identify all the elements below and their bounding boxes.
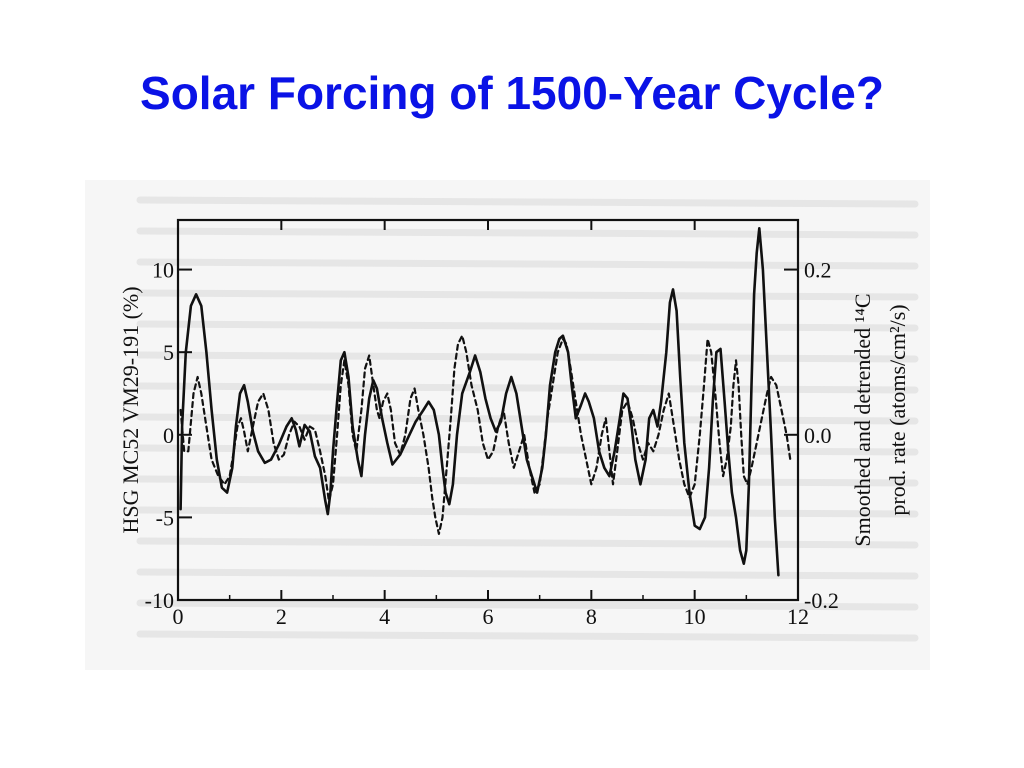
scan-line [136,351,919,363]
scan-bleedthrough-lines [136,196,919,642]
scan-line [136,475,919,487]
right-y-tick-label: 0.0 [804,423,832,448]
scanned-page-background [85,180,930,670]
scan-line [136,258,919,270]
scan-line [136,196,919,208]
slide-title: Solar Forcing of 1500-Year Cycle? [140,67,884,119]
scan-line [136,320,919,332]
x-tick-label: 4 [379,604,390,629]
x-tick-label: 12 [787,604,809,629]
scan-line [136,506,919,518]
scan-line [136,444,919,456]
right-y-axis-label-line2: prod. rate (atoms/cm²/s) [885,304,910,515]
scan-line [136,382,919,394]
x-tick-label: 8 [586,604,597,629]
right-y-axis: 0.2 0.0 -0.2 [784,258,839,613]
x-tick-label: 0 [173,604,184,629]
y-tick-label: 10 [152,258,174,283]
right-y-tick-label: 0.2 [804,258,832,283]
right-y-axis-label-line1: Smoothed and detrended ¹⁴C [850,293,875,546]
series-line-dashed [179,334,792,535]
scan-line [136,227,919,239]
x-axis: 0 2 4 6 8 10 12 [173,220,809,629]
x-tick-label: 6 [483,604,494,629]
x-tick-label: 10 [684,604,706,629]
scan-line [136,630,919,642]
y-tick-label: 5 [163,340,174,365]
scan-line [136,568,919,580]
scan-line [136,413,919,425]
series-layer [179,227,792,577]
y-tick-label: -5 [156,505,174,530]
y-tick-label: -10 [145,588,174,613]
scan-line [136,537,919,549]
right-y-tick-label: -0.2 [804,588,839,613]
y-tick-label: 0 [163,423,174,448]
scan-line [136,599,919,611]
scan-line [136,289,919,301]
x-tick-label: 2 [276,604,287,629]
left-y-axis-label: HSG MC52 VM29-191 (%) [118,286,143,533]
